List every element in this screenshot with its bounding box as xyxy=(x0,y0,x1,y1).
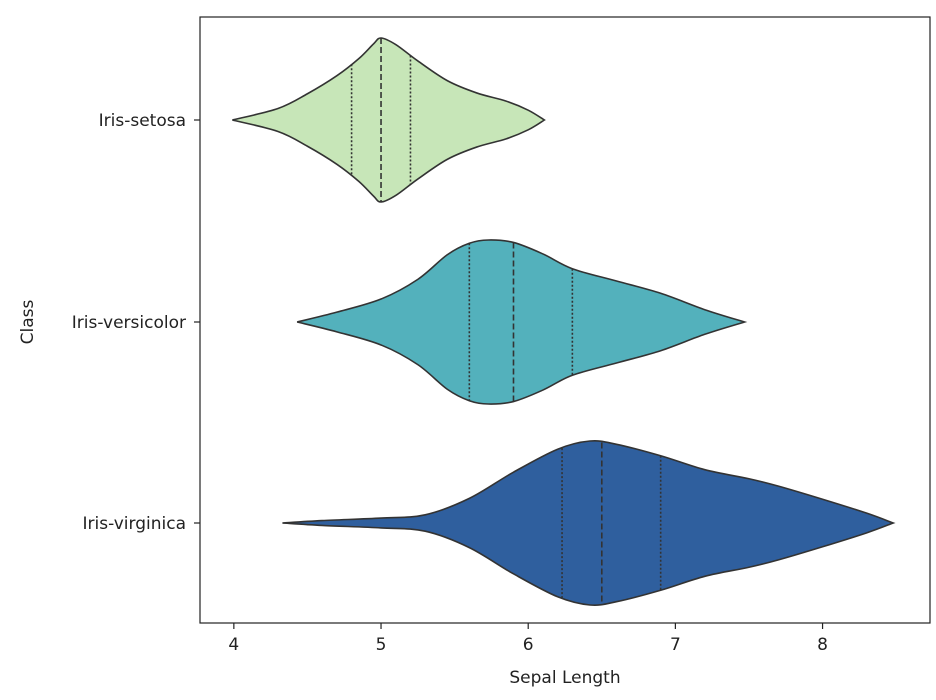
x-tick-label-4: 4 xyxy=(228,635,239,655)
violin-iris-versicolor xyxy=(296,239,748,405)
x-tick-label-8: 8 xyxy=(817,635,828,655)
violins-group xyxy=(232,37,896,606)
x-axis-label: Sepal Length xyxy=(509,668,620,688)
quartile-lines-group xyxy=(350,38,662,604)
y-tick-label-iris-setosa: Iris-setosa xyxy=(99,111,186,131)
y-axis-ticks: Iris-setosa Iris-versicolor Iris-virginica xyxy=(72,111,200,534)
x-axis-ticks: 4 5 6 7 8 xyxy=(228,623,828,655)
x-tick-label-5: 5 xyxy=(376,635,387,655)
x-tick-label-7: 7 xyxy=(670,635,681,655)
y-axis-label: Class xyxy=(18,299,38,344)
y-tick-label-iris-versicolor: Iris-versicolor xyxy=(72,313,186,333)
violin-iris-setosa xyxy=(232,37,546,203)
plot-frame xyxy=(199,16,931,624)
violin-iris-virginica xyxy=(282,440,896,606)
y-tick-label-iris-virginica: Iris-virginica xyxy=(82,514,186,534)
x-tick-label-6: 6 xyxy=(523,635,534,655)
